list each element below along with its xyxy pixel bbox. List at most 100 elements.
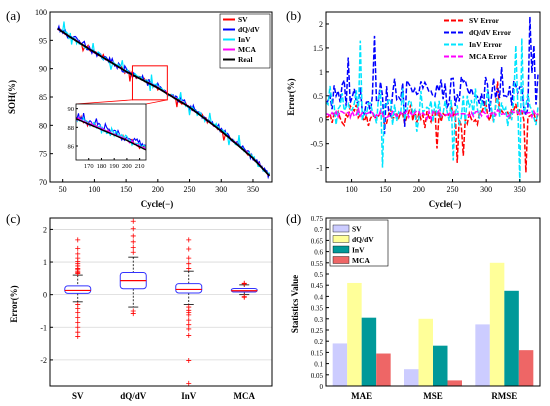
a-inset-ytick-label: 90	[68, 106, 75, 113]
b-ytick-label: 0	[319, 116, 323, 125]
d-bar-rmse-dqdv	[489, 262, 505, 386]
c-outlier-marker	[130, 311, 136, 317]
a-ytick-label: 100	[35, 8, 47, 17]
b-series-line-dqdv	[326, 16, 539, 135]
c-outlier-marker	[75, 255, 81, 261]
b-xtick-label: 100	[346, 185, 358, 194]
d-ytick-label: 0	[320, 383, 324, 391]
a-ytick-label: 80	[39, 121, 47, 130]
a-zoom-connector	[75, 99, 133, 105]
c-outlier-marker	[75, 251, 81, 257]
c-outlier-marker	[186, 310, 192, 316]
panel-d-plot: MAE MSE RMSE 0 0.05 0.1 0.15 0.2 0.25 0.3 0.35 0.4 0…	[311, 215, 541, 401]
a-ylabel: SOH(%)	[7, 80, 17, 114]
b-xtick-label: 150	[379, 185, 391, 194]
b-series-line-mca	[326, 106, 539, 122]
d-legend-label: InV	[352, 246, 365, 255]
c-category-label: dQ/dV	[120, 391, 147, 401]
d-bar-rmse-sv	[475, 324, 490, 386]
d-ytick-label: 0.75	[311, 215, 324, 223]
d-ytick-label: 0.5	[314, 271, 323, 279]
d-ytick-label: 0.3	[314, 316, 323, 324]
a-xtick-label: 50	[59, 185, 67, 194]
a-xtick-label: 350	[247, 185, 259, 194]
c-outlier-marker	[186, 380, 192, 386]
c-outlier-marker	[130, 226, 136, 232]
b-ylabel: Error(%)	[286, 78, 296, 115]
panel-c-label: (c)	[6, 211, 20, 226]
c-outlier-marker	[241, 281, 247, 287]
b-ytick-label: 1.5	[313, 44, 323, 53]
c-outlier-marker	[75, 245, 81, 251]
d-ytick-label: 0.1	[314, 361, 323, 369]
a-legend-label: InV	[238, 35, 251, 44]
c-outlier-marker	[186, 266, 192, 272]
b-legend-label: InV Error	[469, 40, 503, 49]
d-ytick-label: 0.55	[311, 260, 324, 268]
a-zoom-connector	[145, 99, 168, 105]
d-plot-frame	[325, 217, 541, 387]
d-ytick-label: 0.25	[311, 327, 324, 335]
d-bar-mse-inv	[433, 345, 448, 386]
d-ylabel: Statistics Value	[290, 275, 300, 333]
b-xtick-label: 300	[480, 185, 492, 194]
c-outlier-marker	[186, 322, 192, 328]
a-inset-xtick-label: 190	[109, 163, 119, 170]
panel-b-label: (b)	[286, 8, 301, 23]
d-ytick-label: 0.6	[314, 249, 323, 257]
c-outlier-marker	[186, 261, 192, 267]
d-ytick-label: 0.35	[311, 305, 324, 313]
a-ytick-label: 95	[39, 36, 47, 45]
b-plot-frame	[325, 11, 541, 183]
c-outlier-marker	[186, 317, 192, 323]
a-legend-label: Real	[238, 55, 253, 64]
panel-d-label: (d)	[286, 211, 301, 226]
d-ytick-label: 0.7	[314, 226, 323, 234]
c-ytick-label: 2	[43, 225, 47, 234]
c-ylabel: Error(%)	[9, 285, 19, 322]
b-legend-label: dQ/dV Error	[469, 28, 512, 37]
d-legend-swatch	[332, 245, 350, 254]
a-xtick-label: 250	[184, 185, 196, 194]
d-legend-label: dQ/dV	[352, 235, 374, 244]
d-bar-mae-sv	[332, 343, 348, 386]
c-box	[64, 285, 92, 294]
d-bar-mse-dqdv	[418, 318, 433, 386]
a-inset-xtick-label: 210	[135, 163, 145, 170]
a-xlabel: Cycle(−)	[141, 199, 174, 209]
a-xtick-label: 150	[120, 185, 132, 194]
b-ytick-label: -0.5	[310, 140, 323, 149]
d-bar-rmse-mca	[518, 350, 534, 386]
c-outlier-marker	[186, 332, 192, 338]
c-category-label: MCA	[234, 391, 256, 401]
d-legend-swatch	[332, 235, 350, 243]
b-xtick-label: 350	[514, 185, 526, 194]
b-legend-label: MCA Error	[469, 52, 508, 61]
a-inset-series-line-real	[76, 118, 146, 151]
a-xtick-label: 200	[152, 185, 164, 194]
b-xtick-label: 250	[447, 185, 459, 194]
c-outlier-marker	[130, 218, 136, 224]
c-plot-frame	[49, 217, 273, 387]
d-ytick-label: 0.15	[311, 349, 324, 357]
d-category-label: RMSE	[491, 391, 517, 401]
d-bar-mse-mca	[447, 380, 462, 386]
b-series-line-inv	[326, 38, 539, 182]
d-legend-swatch	[332, 256, 350, 264]
a-inset-frame	[75, 103, 147, 161]
c-outlier-marker	[75, 333, 81, 339]
c-box	[175, 283, 203, 294]
a-series-line-real	[57, 27, 271, 177]
d-ytick-label: 0.2	[314, 338, 323, 346]
c-outlier-marker	[186, 255, 192, 261]
panel-a-plot: 50 100 150 200 250 300 350 70 75 80 85 90 95 100 SVdQ/…	[35, 8, 273, 194]
a-ytick-label: 85	[39, 93, 47, 102]
d-bar-mse-sv	[404, 369, 419, 386]
c-outlier-marker	[186, 246, 192, 252]
b-ytick-label: 2	[319, 20, 323, 29]
a-xtick-label: 300	[215, 185, 227, 194]
d-ytick-label: 0.4	[314, 293, 323, 301]
c-outlier-marker	[130, 249, 136, 255]
c-outlier-marker	[75, 314, 81, 320]
